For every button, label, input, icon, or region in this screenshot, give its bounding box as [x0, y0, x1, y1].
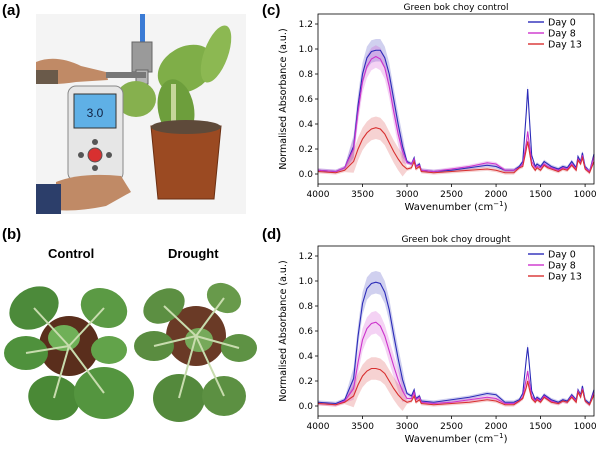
panel-label-b: (b): [2, 226, 22, 243]
chart0-legend-label-1: Day 8: [548, 29, 576, 40]
chart1-y-tick-label-0: 0.0: [299, 402, 314, 412]
chart0-band-0: [318, 39, 594, 174]
chart0-y-axis-label: Normalised Absorbance (a.u.): [278, 28, 289, 169]
photo-force-measurement: 3.0: [36, 14, 246, 214]
chart0-legend-label-0: Day 0: [548, 18, 576, 29]
chart0-x-tick-label-4: 2000: [485, 190, 508, 200]
chart0-x-tick-label-0: 4000: [307, 190, 330, 200]
chart0-x-tick-label-6: 1000: [574, 190, 597, 200]
chart0-series-line-1: [317, 55, 595, 173]
chart1-legend-label-2: Day 13: [548, 272, 582, 283]
chart1-series-line-0: [317, 281, 595, 405]
chart1-y-tick-label-3: 0.6: [299, 327, 314, 337]
chart1-x-tick-label-2: 3000: [396, 422, 419, 432]
panel-label-d: (d): [262, 226, 282, 243]
chart0-series-line-0: [317, 49, 595, 173]
control-label: Control: [48, 246, 95, 261]
chart0-y-tick-label-4: 0.8: [299, 70, 314, 80]
chart0-series-line-2: [317, 127, 595, 174]
chart0-x-axis-label: Wavenumber (cm−1): [404, 200, 507, 213]
chart1-series-line-2: [317, 367, 595, 406]
photo-plants-top-view: [4, 268, 260, 454]
meter-reading-text: 3.0: [87, 106, 104, 120]
chart1-y-tick-label-1: 0.2: [299, 377, 313, 387]
chart0-x-tick-label-1: 3500: [351, 190, 374, 200]
chart0-title: Green bok choy control: [404, 3, 509, 13]
chart1-x-tick-label-5: 1500: [529, 422, 552, 432]
chart1-y-axis-label: Normalised Absorbance (a.u.): [278, 260, 289, 401]
chart1-x-tick-label-0: 4000: [307, 422, 330, 432]
chart1-y-tick-label-2: 0.4: [299, 352, 314, 362]
chart1-x-tick-label-4: 2000: [485, 422, 508, 432]
chart1-y-tick-label-4: 0.8: [299, 302, 314, 312]
force-gauge-illustration: 3.0: [36, 14, 246, 214]
control-plant-image: [4, 286, 134, 421]
chart-drought: Green bok choy drought 4000 3500 3000 2500 20…: [268, 232, 600, 459]
panel-label-a: (a): [2, 2, 21, 19]
chart0-legend-label-2: Day 13: [548, 40, 582, 51]
drought-label: Drought: [168, 246, 219, 261]
chart1-x-axis-label: Wavenumber (cm−1): [404, 432, 507, 445]
drought-plant-image: [134, 282, 257, 422]
chart1-legend-label-0: Day 0: [548, 250, 576, 261]
chart1-x-tick-label-6: 1000: [574, 422, 597, 432]
chart1-band-2: [318, 357, 594, 411]
chart0-y-tick-label-2: 0.4: [299, 120, 314, 130]
chart0-y-tick-label-1: 0.2: [299, 145, 313, 155]
chart1-x-tick-label-1: 3500: [351, 422, 374, 432]
chart-control-svg: Green bok choy control 4000 3500 3000 2500 20…: [278, 3, 597, 213]
chart1-legend-label-1: Day 8: [548, 261, 576, 272]
plants-illustration: [4, 282, 257, 422]
chart1-y-tick-label-6: 1.2: [299, 252, 313, 262]
chart0-y-tick-label-6: 1.2: [299, 20, 313, 30]
chart0-y-tick-label-0: 0.0: [299, 170, 314, 180]
chart1-x-tick-label-3: 2500: [440, 422, 463, 432]
chart-control: Green bok choy control 4000 3500 3000 2500 20…: [268, 0, 600, 228]
chart0-x-tick-label-2: 3000: [396, 190, 419, 200]
chart0-y-tick-label-3: 0.6: [299, 95, 314, 105]
chart1-y-tick-label-5: 1.0: [299, 277, 314, 287]
chart0-y-tick-label-5: 1.0: [299, 45, 314, 55]
chart0-x-tick-label-5: 1500: [529, 190, 552, 200]
chart-drought-svg: Green bok choy drought 4000 3500 3000 2500 20…: [278, 235, 597, 445]
chart0-band-2: [318, 116, 594, 177]
chart1-title: Green bok choy drought: [401, 235, 511, 245]
chart0-x-tick-label-3: 2500: [440, 190, 463, 200]
panel-label-c: (c): [262, 2, 281, 19]
